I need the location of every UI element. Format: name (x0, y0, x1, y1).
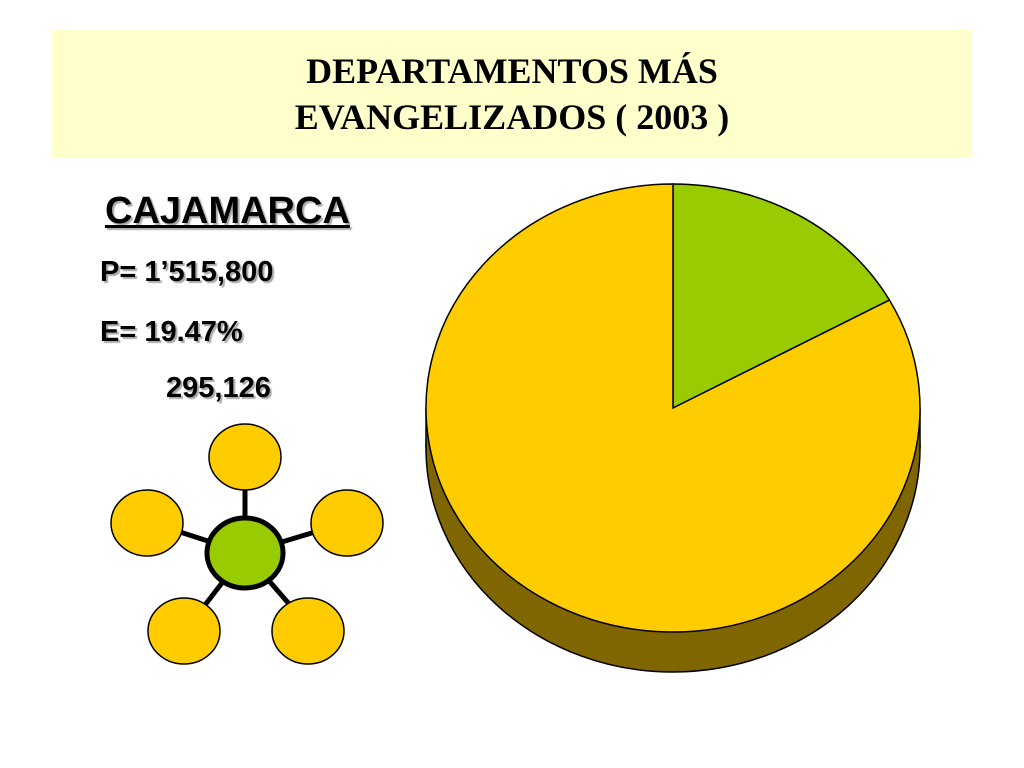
hub (204, 515, 286, 591)
petal (110, 489, 184, 557)
evangelized-count: 295,126 (166, 372, 271, 404)
decorative-circles (110, 423, 384, 665)
chart-title: DEPARTAMENTOS MÁS EVANGELIZADOS ( 2003 ) (294, 51, 730, 137)
title-box: DEPARTAMENTOS MÁS EVANGELIZADOS ( 2003 ) (52, 30, 972, 158)
petal (208, 423, 282, 491)
pie (425, 183, 921, 673)
pie-slice (425, 183, 921, 633)
pie-slice (672, 183, 891, 410)
evangelized-percent: E= 19.47% (100, 316, 243, 348)
petal (147, 597, 221, 665)
department-name: CAJAMARCA (105, 190, 350, 232)
petal (271, 597, 345, 665)
petal (310, 489, 384, 557)
population: P= 1’515,800 (100, 256, 274, 288)
